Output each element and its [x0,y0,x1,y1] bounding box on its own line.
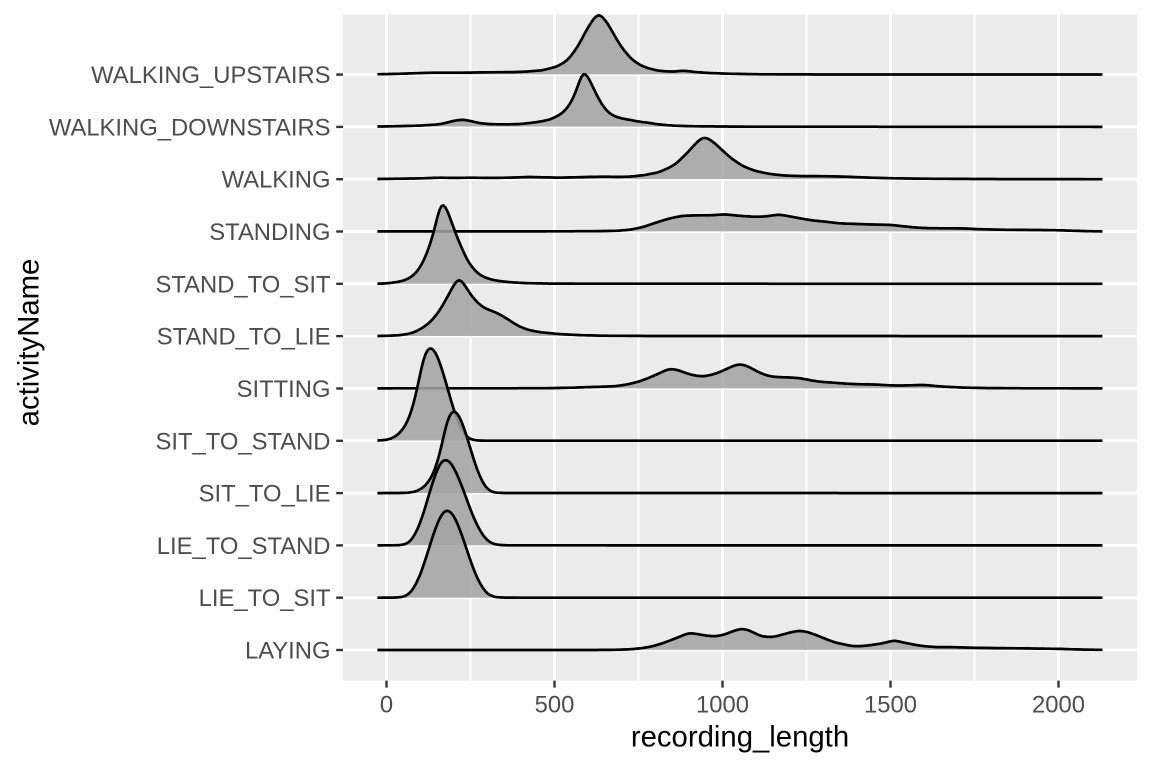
svg-text:1000: 1000 [696,692,749,719]
svg-text:LIE_TO_SIT: LIE_TO_SIT [199,585,331,612]
svg-text:1500: 1500 [864,692,917,719]
svg-text:STAND_TO_SIT: STAND_TO_SIT [156,271,331,298]
svg-text:LIE_TO_STAND: LIE_TO_STAND [157,533,331,560]
svg-text:LAYING: LAYING [245,638,331,665]
svg-text:STAND_TO_LIE: STAND_TO_LIE [157,324,331,351]
svg-text:0: 0 [380,692,393,719]
svg-text:STANDING: STANDING [209,219,330,246]
svg-text:WALKING_DOWNSTAIRS: WALKING_DOWNSTAIRS [49,114,331,141]
svg-text:WALKING_UPSTAIRS: WALKING_UPSTAIRS [91,62,330,89]
svg-text:2000: 2000 [1032,692,1085,719]
svg-text:500: 500 [535,692,575,719]
svg-text:activityName: activityName [13,259,46,427]
svg-text:recording_length: recording_length [631,721,849,754]
svg-text:SIT_TO_LIE: SIT_TO_LIE [199,481,331,508]
svg-text:SIT_TO_STAND: SIT_TO_STAND [156,428,331,455]
svg-text:WALKING: WALKING [222,167,331,194]
svg-text:SITTING: SITTING [237,376,331,403]
